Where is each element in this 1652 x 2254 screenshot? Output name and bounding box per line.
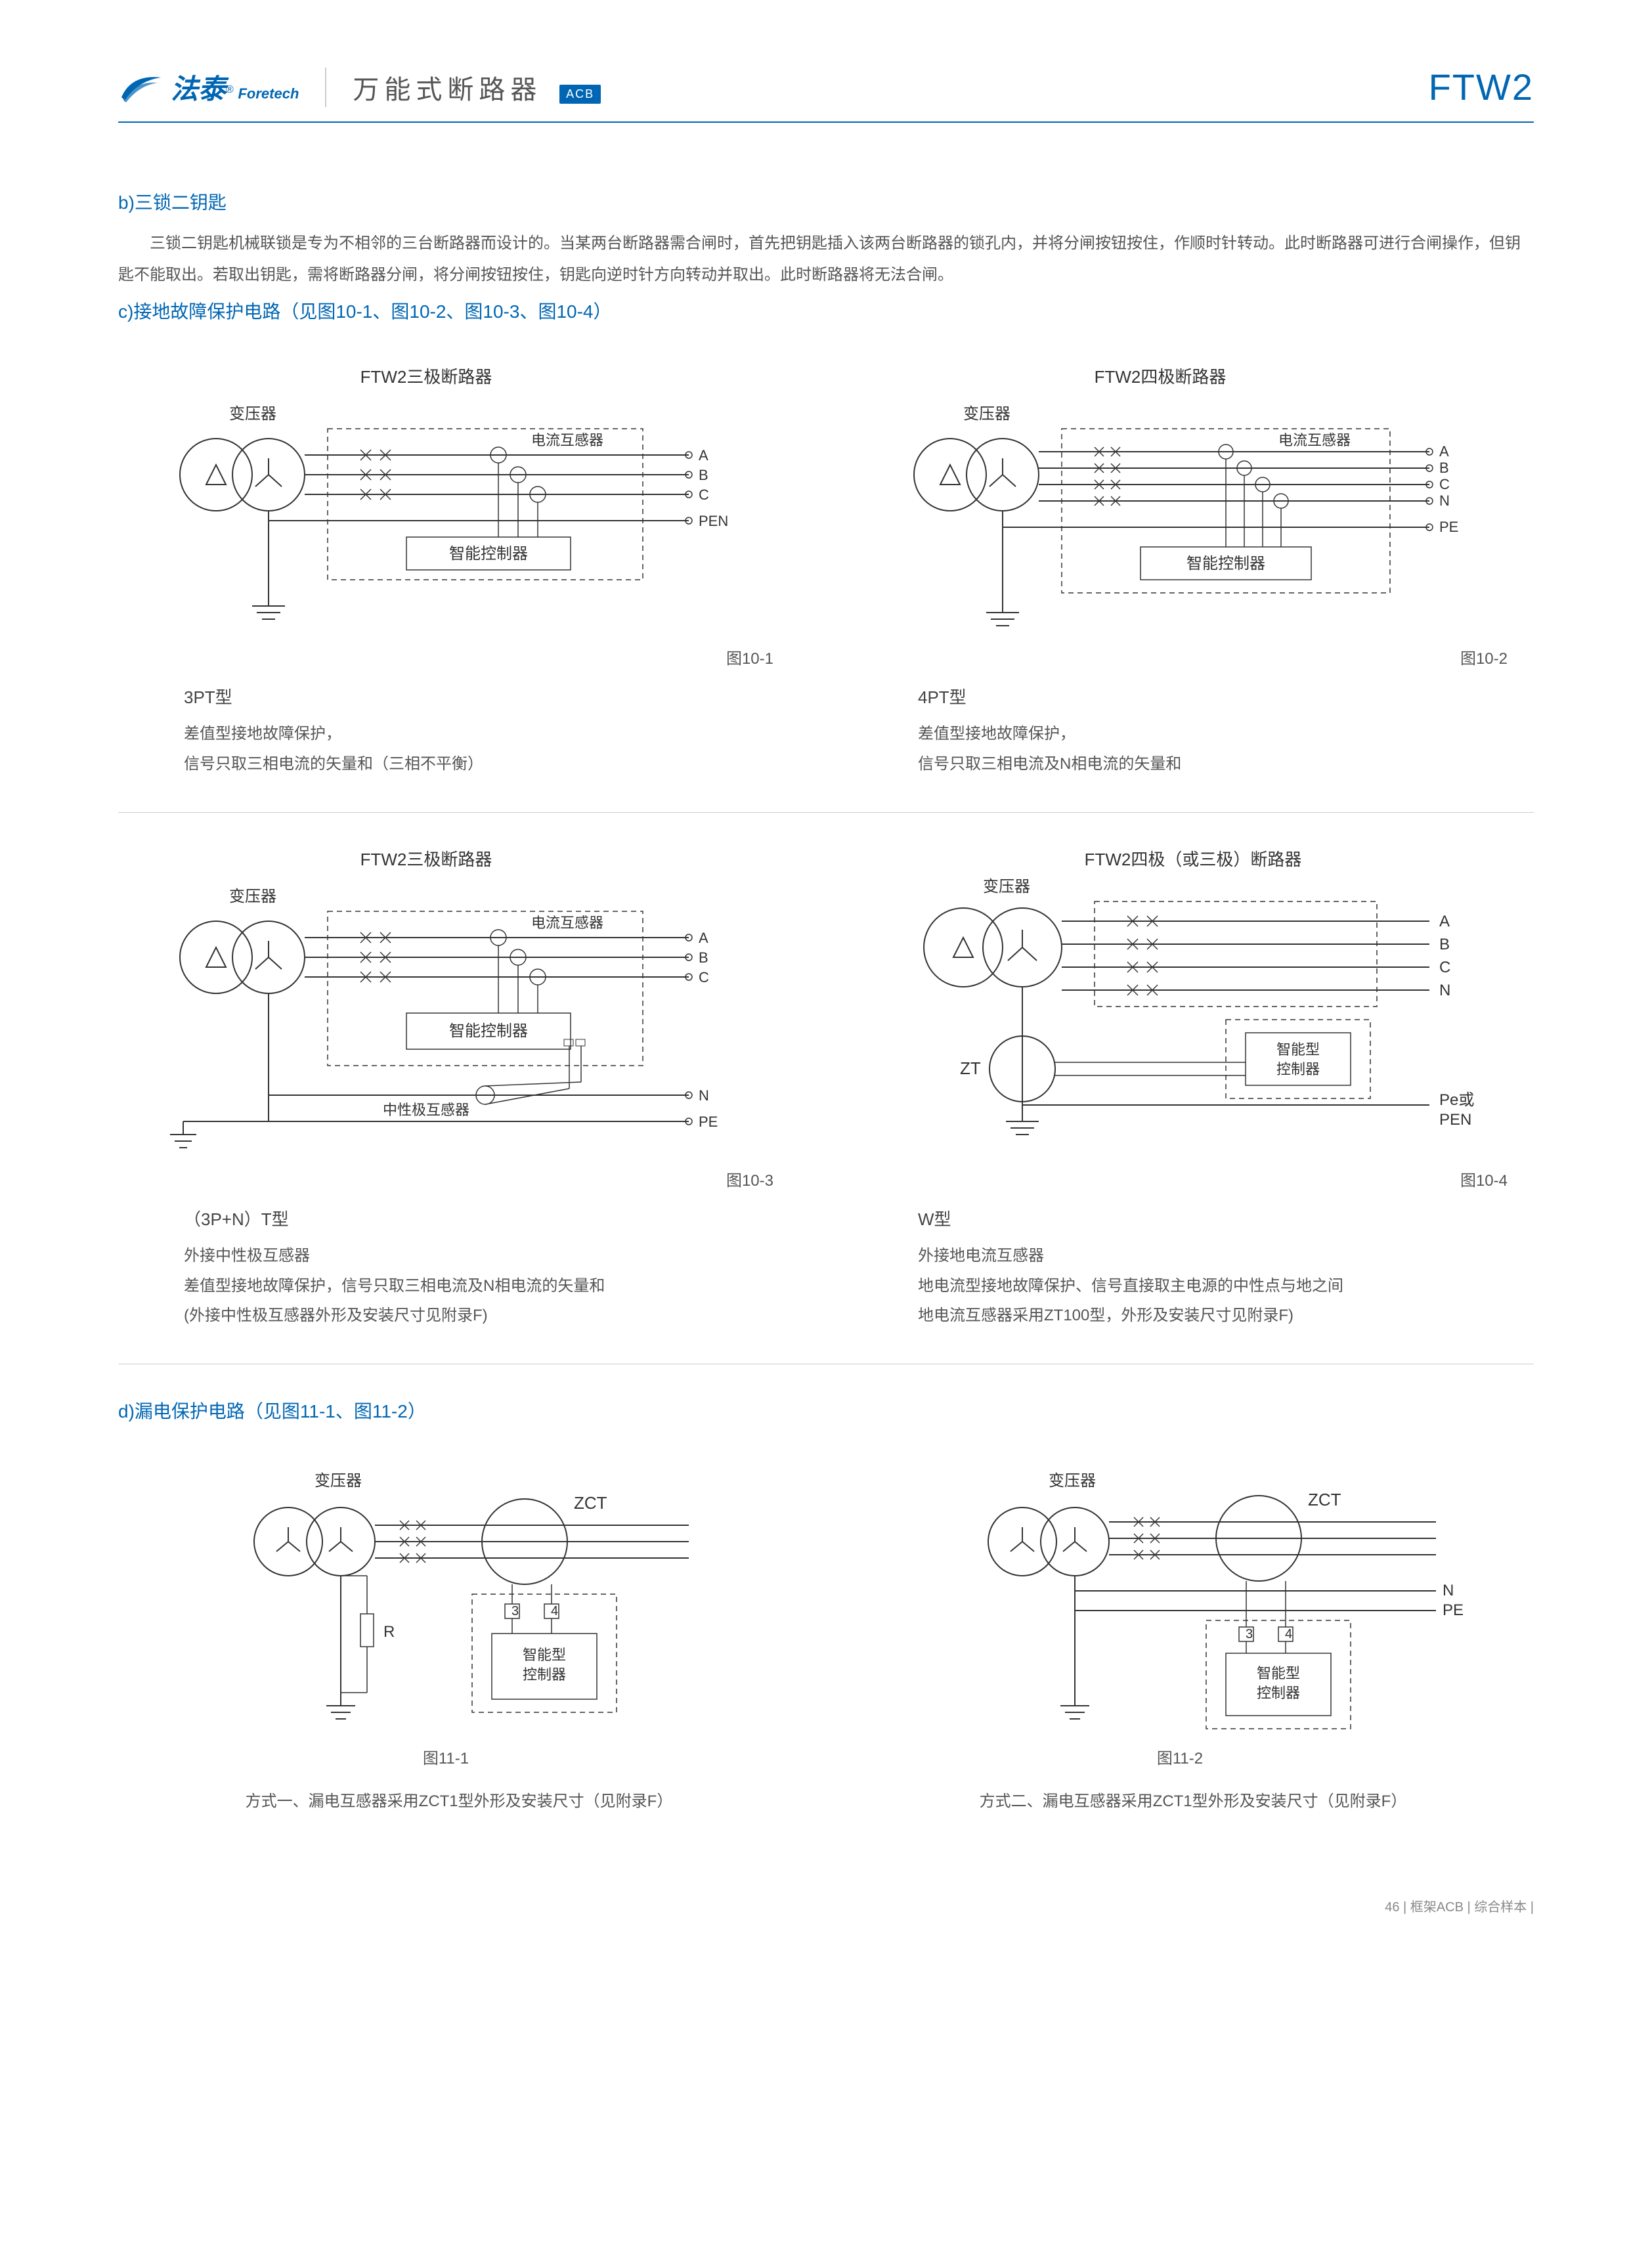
svg-text:C: C: [699, 487, 709, 503]
svg-text:变压器: 变压器: [983, 878, 1030, 896]
svg-text:ZCT: ZCT: [574, 1493, 607, 1513]
section-b-para: 三锁二钥匙机械联锁是专为不相邻的三台断路器而设计的。当某两台断路器需合闸时，首先…: [118, 228, 1534, 291]
doc-title: 万能式断路器 ACB: [353, 68, 601, 106]
svg-text:ZCT: ZCT: [1308, 1490, 1341, 1509]
svg-text:PEN: PEN: [699, 513, 728, 529]
fig-label: 图11-2: [852, 1745, 1534, 1768]
svg-text:PE: PE: [1443, 1601, 1464, 1619]
svg-text:FTW2三极断路器: FTW2三极断路器: [360, 850, 492, 869]
svg-text:4: 4: [551, 1604, 558, 1618]
svg-text:变压器: 变压器: [229, 405, 276, 423]
circuit-10-3: FTW2三极断路器 变压器 电流互感器: [163, 846, 754, 1161]
vertical-divider: [325, 68, 326, 107]
header-left: 法泰® Foretech 万能式断路器 ACB: [118, 67, 601, 107]
diagram-10-4: FTW2四极（或三极）断路器 变压器: [852, 846, 1534, 1331]
circuit-10-2: FTW2四极断路器 变压器 电流互感器: [898, 363, 1489, 639]
diagram-row-1: FTW2三极断路器 变压器 电流互感器: [118, 363, 1534, 813]
svg-text:PEN: PEN: [1439, 1111, 1471, 1129]
svg-text:A: A: [1439, 443, 1449, 460]
svg-text:ZT: ZT: [960, 1058, 981, 1078]
diagram-10-1: FTW2三极断路器 变压器 电流互感器: [118, 363, 800, 779]
svg-text:中性极互感器: 中性极互感器: [383, 1102, 469, 1118]
diagram-10-3: FTW2三极断路器 变压器 电流互感器: [118, 846, 800, 1331]
svg-text:PE: PE: [699, 1114, 718, 1130]
model-code: FTW2: [1429, 66, 1534, 108]
svg-text:FTW2三极断路器: FTW2三极断路器: [360, 367, 492, 387]
section-b-title: b)三锁二钥匙: [118, 188, 1534, 215]
svg-text:N: N: [1439, 492, 1450, 509]
svg-text:Pe或: Pe或: [1439, 1091, 1474, 1109]
circuit-10-1: FTW2三极断路器 变压器 电流互感器: [163, 363, 754, 639]
svg-text:B: B: [699, 467, 708, 483]
svg-text:PE: PE: [1439, 519, 1458, 535]
logo-swoosh-icon: [118, 71, 164, 104]
fig-label: 图10-1: [118, 645, 800, 668]
svg-text:A: A: [1439, 913, 1450, 930]
svg-text:N: N: [699, 1087, 709, 1104]
logo-en: Foretech: [238, 85, 299, 102]
diagram-10-2: FTW2四极断路器 变压器 电流互感器: [852, 363, 1534, 779]
logo-text: 法泰® Foretech: [171, 67, 299, 107]
fig-label: 图11-1: [118, 1745, 800, 1768]
section-b: b)三锁二钥匙 三锁二钥匙机械联锁是专为不相邻的三台断路器而设计的。当某两台断路…: [118, 188, 1534, 291]
fig-label: 图10-3: [118, 1167, 800, 1190]
svg-text:智能控制器: 智能控制器: [449, 1022, 528, 1040]
svg-text:C: C: [1439, 476, 1450, 492]
svg-text:C: C: [699, 969, 709, 986]
diagram-row-3: 变压器: [118, 1463, 1534, 1844]
svg-text:变压器: 变压器: [1049, 1472, 1096, 1490]
svg-text:控制器: 控制器: [523, 1666, 566, 1683]
svg-text:R: R: [383, 1623, 395, 1641]
svg-text:3: 3: [511, 1604, 519, 1618]
page-footer: 46 | 框架ACB | 综合样本 |: [118, 1896, 1534, 1915]
svg-text:智能型: 智能型: [1257, 1665, 1300, 1681]
svg-text:3: 3: [1246, 1627, 1253, 1641]
fig-label: 图10-2: [852, 645, 1534, 668]
svg-text:B: B: [699, 949, 708, 966]
caption: 方式一、漏电互感器采用ZCT1型外形及安装尺寸（见附录F）: [118, 1788, 800, 1811]
svg-text:控制器: 控制器: [1276, 1061, 1320, 1077]
title-text: 万能式断路器: [353, 76, 542, 104]
acb-badge: ACB: [559, 85, 601, 104]
circuit-11-1: 变压器: [163, 1463, 754, 1739]
caption: W型 外接地电流互感器 地电流型接地故障保护、信号直接取主电源的中性点与地之间 …: [852, 1203, 1534, 1331]
page-header: 法泰® Foretech 万能式断路器 ACB FTW2: [118, 66, 1534, 123]
section-c-title: c)接地故障保护电路（见图10-1、图10-2、图10-3、图10-4）: [118, 297, 1534, 324]
svg-text:C: C: [1439, 959, 1450, 976]
logo-cn: 法泰: [171, 74, 226, 104]
caption: 方式二、漏电互感器采用ZCT1型外形及安装尺寸（见附录F）: [852, 1788, 1534, 1811]
svg-text:电流互感器: 电流互感器: [1278, 432, 1351, 448]
svg-text:智能控制器: 智能控制器: [1186, 555, 1265, 573]
svg-text:N: N: [1443, 1582, 1454, 1599]
logo: 法泰® Foretech: [118, 67, 299, 107]
fig-label: 图10-4: [852, 1167, 1534, 1190]
svg-text:智能型: 智能型: [523, 1647, 566, 1663]
registered-icon: ®: [226, 84, 234, 95]
svg-text:变压器: 变压器: [315, 1472, 362, 1490]
svg-text:N: N: [1439, 982, 1450, 999]
svg-text:控制器: 控制器: [1257, 1685, 1300, 1701]
caption: 4PT型 差值型接地故障保护， 信号只取三相电流及N相电流的矢量和: [852, 682, 1534, 779]
svg-text:A: A: [699, 930, 708, 946]
section-d-title: d)漏电保护电路（见图11-1、图11-2）: [118, 1397, 1534, 1423]
svg-text:FTW2四极断路器: FTW2四极断路器: [1095, 367, 1227, 387]
svg-text:B: B: [1439, 936, 1450, 953]
svg-text:A: A: [699, 447, 708, 464]
svg-text:变压器: 变压器: [229, 888, 276, 905]
svg-text:4: 4: [1285, 1627, 1292, 1641]
circuit-10-4: FTW2四极（或三极）断路器 变压器: [898, 846, 1489, 1161]
svg-text:智能控制器: 智能控制器: [449, 545, 528, 563]
svg-text:FTW2四极（或三极）断路器: FTW2四极（或三极）断路器: [1085, 850, 1302, 869]
svg-text:智能型: 智能型: [1276, 1041, 1320, 1058]
caption: 3PT型 差值型接地故障保护， 信号只取三相电流的矢量和（三相不平衡）: [118, 682, 800, 779]
caption: （3P+N）T型 外接中性极互感器 差值型接地故障保护，信号只取三相电流及N相电…: [118, 1203, 800, 1331]
svg-text:电流互感器: 电流互感器: [531, 915, 603, 931]
svg-text:B: B: [1439, 460, 1449, 476]
diagram-row-2: FTW2三极断路器 变压器 电流互感器: [118, 846, 1534, 1364]
svg-text:电流互感器: 电流互感器: [531, 432, 603, 448]
circuit-11-2: 变压器: [898, 1463, 1489, 1739]
diagram-11-2: 变压器: [852, 1463, 1534, 1811]
diagram-11-1: 变压器: [118, 1463, 800, 1811]
svg-text:变压器: 变压器: [963, 405, 1011, 423]
